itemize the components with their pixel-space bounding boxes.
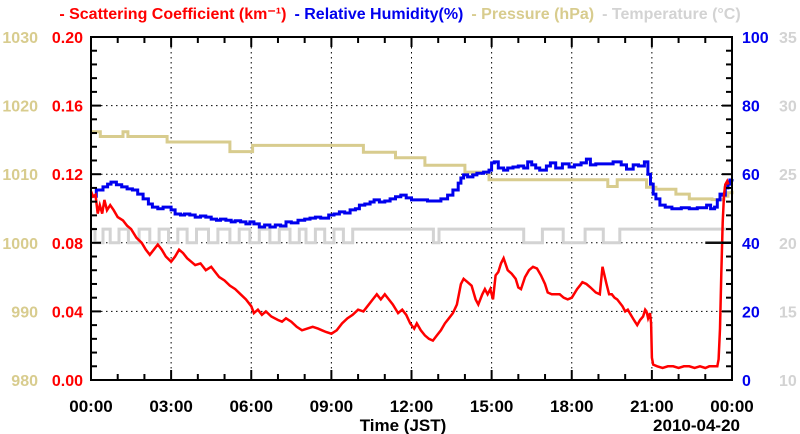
x-tick-label: 06:00 (230, 397, 273, 416)
legend: - Scattering Coefficient (km⁻¹) - Relativ… (0, 4, 800, 24)
temperature-tick-labels: 10 15 20 25 30 35 (779, 30, 797, 390)
pressure-tick-label: 1000 (2, 236, 38, 253)
pressure-tick-label: 1030 (2, 30, 38, 47)
humidity-tick-label: 80 (742, 99, 760, 116)
humidity-tick-labels: 0 20 40 60 80 100 (742, 30, 769, 390)
temperature-tick-label: 15 (779, 304, 797, 321)
scattering-tick-label: 0.04 (52, 304, 83, 321)
temperature-tick-label: 35 (779, 30, 797, 47)
scattering-tick-label: 0.20 (52, 30, 83, 47)
temperature-tick-label: 30 (779, 99, 797, 116)
x-tick-label: 18:00 (550, 397, 593, 416)
humidity-tick-label: 100 (742, 30, 769, 47)
x-tick-label: 00:00 (710, 397, 753, 416)
pressure-tick-label: 990 (11, 304, 38, 321)
scattering-tick-label: 0.12 (52, 167, 83, 184)
x-tick-label: 12:00 (390, 397, 433, 416)
series-humidity (91, 157, 734, 229)
scattering-tick-label: 0.00 (52, 373, 83, 390)
legend-humidity: - Relative Humidity(%) (294, 6, 464, 23)
date-label: 2010-04-20 (653, 416, 740, 434)
pressure-tick-label: 1020 (2, 99, 38, 116)
pressure-tick-label: 1010 (2, 167, 38, 184)
legend-pressure: - Pressure (hPa) (471, 6, 595, 23)
x-tick-label: 03:00 (149, 397, 192, 416)
x-tick-label: 09:00 (310, 397, 353, 416)
x-tick-label: 15:00 (470, 397, 513, 416)
series-temperature (91, 227, 732, 245)
pressure-tick-label: 980 (11, 373, 38, 390)
humidity-tick-label: 0 (742, 373, 751, 390)
scattering-tick-label: 0.08 (52, 236, 83, 253)
x-tick-label: 00:00 (69, 397, 112, 416)
plot-border (90, 36, 733, 381)
scattering-tick-labels: 0.00 0.04 0.08 0.12 0.16 0.20 (52, 30, 83, 390)
pressure-tick-labels: 980 990 1000 1010 1020 1030 (2, 30, 38, 390)
humidity-tick-label: 20 (742, 304, 760, 321)
temperature-tick-label: 20 (779, 236, 797, 253)
series-scattering (89, 178, 730, 370)
x-axis-title: Time (JST) (360, 416, 447, 434)
x-tick-labels: 00:00 03:00 06:00 09:00 12:00 15:00 18:00 21:00… (69, 397, 753, 416)
humidity-tick-label: 40 (742, 236, 760, 253)
grid-lines (91, 37, 732, 380)
humidity-tick-label: 60 (742, 167, 760, 184)
legend-scattering: - Scattering Coefficient (km⁻¹) (59, 6, 287, 23)
temperature-tick-label: 25 (779, 167, 797, 184)
legend-temperature: - Temperature (°C) (602, 6, 741, 23)
x-tick-label: 21:00 (630, 397, 673, 416)
scattering-tick-label: 0.16 (52, 99, 83, 116)
temperature-tick-label: 10 (779, 373, 797, 390)
